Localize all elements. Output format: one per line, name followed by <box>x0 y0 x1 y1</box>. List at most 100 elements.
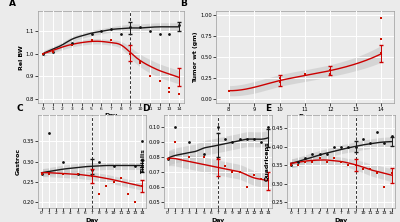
Point <box>88 39 95 42</box>
Point <box>276 76 283 80</box>
Point <box>309 152 316 156</box>
Point <box>110 164 117 167</box>
Point <box>360 167 366 171</box>
Point <box>96 192 102 195</box>
Point <box>147 75 153 78</box>
Point <box>88 32 95 35</box>
Point <box>324 160 330 163</box>
Point <box>156 32 163 35</box>
Point <box>288 163 294 167</box>
Point <box>89 168 95 171</box>
Point <box>172 126 178 129</box>
Y-axis label: Quadriceps: Quadriceps <box>264 142 270 181</box>
Point <box>40 52 46 56</box>
Point <box>388 134 395 137</box>
Point <box>132 200 138 203</box>
Point <box>50 50 56 53</box>
Point <box>265 126 272 129</box>
Point <box>327 68 334 71</box>
X-axis label: Day: Day <box>211 218 225 222</box>
Point <box>74 172 81 175</box>
Point <box>295 160 301 163</box>
Point <box>236 170 243 174</box>
Point <box>118 32 124 35</box>
Point <box>38 172 45 175</box>
Point <box>156 79 163 83</box>
Point <box>229 170 236 174</box>
Point <box>226 89 232 92</box>
Point <box>108 27 114 31</box>
Text: C: C <box>16 104 23 113</box>
Point <box>60 172 66 175</box>
Point <box>215 126 221 129</box>
Point <box>176 23 182 26</box>
Point <box>176 93 182 96</box>
X-axis label: Day: Day <box>104 113 118 118</box>
Point <box>46 172 52 175</box>
Point <box>345 145 352 149</box>
Point <box>222 164 228 168</box>
Point <box>378 16 384 20</box>
Point <box>309 160 316 163</box>
Point <box>316 152 323 156</box>
Point <box>327 72 334 76</box>
Point <box>374 130 380 134</box>
Point <box>302 160 308 163</box>
Point <box>345 163 352 167</box>
Point <box>172 140 178 144</box>
Point <box>166 90 172 94</box>
Point <box>69 43 75 47</box>
Point <box>288 163 294 167</box>
Text: B: B <box>180 0 187 8</box>
Point <box>110 180 117 183</box>
Point <box>98 30 104 33</box>
Point <box>316 156 323 160</box>
Point <box>381 186 388 189</box>
Point <box>388 171 395 174</box>
Point <box>38 172 45 175</box>
Point <box>258 178 264 181</box>
Point <box>215 157 221 160</box>
Point <box>251 137 257 141</box>
Point <box>166 86 172 89</box>
Point <box>251 173 257 177</box>
X-axis label: Day: Day <box>334 218 348 222</box>
Y-axis label: Tumor wt (gm): Tumor wt (gm) <box>193 32 198 83</box>
Point <box>200 152 207 156</box>
Point <box>381 141 388 145</box>
Text: A: A <box>9 0 16 8</box>
Point <box>186 155 192 159</box>
Point <box>229 140 236 144</box>
Point <box>200 155 207 159</box>
X-axis label: Day: Day <box>85 218 99 222</box>
Text: E: E <box>266 104 272 113</box>
Y-axis label: Gastroc: Gastroc <box>15 148 20 175</box>
Point <box>125 192 131 195</box>
Point <box>295 163 301 167</box>
Point <box>222 137 228 141</box>
Point <box>50 50 56 53</box>
Text: D: D <box>142 104 150 113</box>
Point <box>367 167 373 171</box>
Point <box>244 137 250 141</box>
Point <box>367 141 373 145</box>
Point <box>108 39 114 42</box>
Point <box>127 25 134 29</box>
X-axis label: Day: Day <box>298 114 312 119</box>
Point <box>352 163 359 167</box>
Point <box>40 52 46 56</box>
Point <box>46 132 52 135</box>
Point <box>74 172 81 175</box>
Point <box>166 32 172 35</box>
Point <box>331 145 337 149</box>
Point <box>338 145 344 149</box>
Point <box>164 157 171 160</box>
Point <box>302 156 308 160</box>
Point <box>338 160 344 163</box>
Point <box>258 140 264 144</box>
Point <box>324 152 330 156</box>
Point <box>352 145 359 149</box>
Point <box>137 59 143 62</box>
Point <box>360 138 366 141</box>
Point <box>331 156 337 160</box>
